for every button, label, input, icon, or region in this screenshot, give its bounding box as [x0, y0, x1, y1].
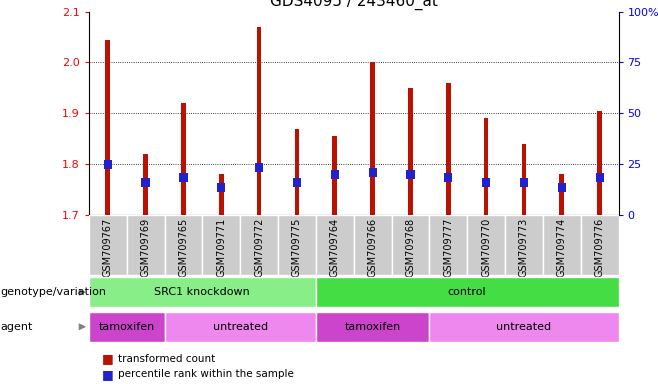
Bar: [164, 215, 202, 275]
Bar: [293, 178, 301, 187]
Text: ■: ■: [102, 353, 114, 366]
Bar: [219, 174, 224, 215]
Bar: [580, 215, 619, 275]
Bar: [89, 311, 164, 342]
Text: transformed count: transformed count: [118, 354, 216, 364]
Text: GSM709772: GSM709772: [254, 218, 264, 277]
Text: GSM709767: GSM709767: [103, 218, 113, 277]
Bar: [595, 173, 603, 182]
Bar: [295, 129, 299, 215]
Text: tamoxifen: tamoxifen: [345, 322, 401, 332]
Bar: [180, 173, 188, 182]
Text: GSM709768: GSM709768: [405, 218, 415, 277]
Bar: [240, 215, 278, 275]
Bar: [408, 88, 413, 215]
Bar: [89, 277, 316, 308]
Bar: [429, 215, 467, 275]
Bar: [520, 178, 528, 187]
Bar: [559, 174, 564, 215]
Bar: [368, 168, 376, 177]
Bar: [255, 163, 263, 172]
Bar: [467, 215, 505, 275]
Text: GSM709774: GSM709774: [557, 218, 567, 277]
Text: GSM709777: GSM709777: [443, 218, 453, 277]
Text: ■: ■: [102, 368, 114, 381]
Bar: [257, 27, 261, 215]
Text: GSM709766: GSM709766: [368, 218, 378, 277]
Bar: [316, 311, 429, 342]
Text: tamoxifen: tamoxifen: [99, 322, 155, 332]
Bar: [126, 215, 164, 275]
Bar: [505, 215, 543, 275]
Bar: [316, 277, 619, 308]
Text: GSM709764: GSM709764: [330, 218, 340, 277]
Bar: [164, 311, 316, 342]
Text: GSM709771: GSM709771: [216, 218, 226, 277]
Bar: [202, 215, 240, 275]
Bar: [89, 215, 126, 275]
Bar: [444, 173, 452, 182]
Text: GSM709769: GSM709769: [141, 218, 151, 277]
Bar: [278, 215, 316, 275]
Bar: [141, 178, 149, 187]
Bar: [522, 144, 526, 215]
Text: GSM709770: GSM709770: [481, 218, 491, 277]
Bar: [332, 136, 337, 215]
Bar: [217, 183, 225, 192]
Bar: [392, 215, 429, 275]
Bar: [446, 83, 451, 215]
Bar: [543, 215, 580, 275]
Text: agent: agent: [1, 322, 33, 332]
Bar: [104, 160, 112, 169]
Text: untreated: untreated: [496, 322, 551, 332]
Text: untreated: untreated: [213, 322, 268, 332]
Text: GSM709775: GSM709775: [292, 218, 302, 277]
Text: control: control: [448, 287, 486, 297]
Text: percentile rank within the sample: percentile rank within the sample: [118, 369, 294, 379]
Bar: [331, 170, 339, 179]
Bar: [407, 170, 415, 179]
Bar: [482, 178, 490, 187]
Bar: [484, 118, 488, 215]
Bar: [316, 215, 354, 275]
Bar: [181, 103, 186, 215]
Bar: [597, 111, 602, 215]
Text: GSM709776: GSM709776: [595, 218, 605, 277]
Text: genotype/variation: genotype/variation: [1, 287, 107, 297]
Bar: [143, 154, 148, 215]
Text: GSM709765: GSM709765: [178, 218, 188, 277]
Bar: [354, 215, 392, 275]
Bar: [105, 40, 110, 215]
Bar: [558, 183, 566, 192]
Text: GSM709773: GSM709773: [519, 218, 529, 277]
Bar: [429, 311, 619, 342]
Title: GDS4095 / 243460_at: GDS4095 / 243460_at: [270, 0, 438, 10]
Text: SRC1 knockdown: SRC1 knockdown: [155, 287, 250, 297]
Bar: [370, 62, 375, 215]
